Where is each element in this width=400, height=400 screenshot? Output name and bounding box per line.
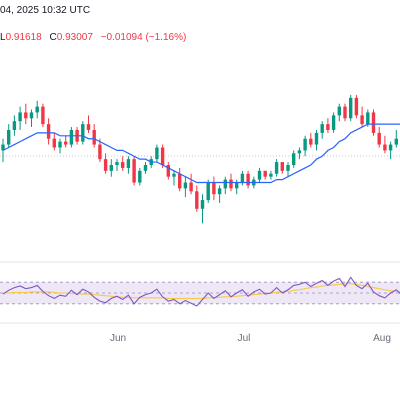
- low-value: 0.91618: [5, 32, 42, 43]
- candle-body: [286, 165, 290, 171]
- candle-body: [371, 112, 376, 133]
- candle-body: [257, 170, 262, 180]
- candle-body: [189, 182, 193, 192]
- candle-body: [377, 132, 381, 145]
- candle-body: [206, 182, 210, 201]
- candle-body: [52, 138, 56, 148]
- candle-body: [331, 115, 336, 130]
- x-axis-label: Jul: [238, 333, 251, 344]
- candle-body: [320, 124, 324, 133]
- candle-body: [69, 129, 74, 145]
- candle-body: [81, 124, 85, 142]
- candle-body: [297, 150, 302, 154]
- candle-body: [229, 179, 233, 189]
- change-value: −0.01094 (−1.16%): [100, 32, 187, 43]
- candle-body: [383, 144, 387, 151]
- candle-body: [41, 106, 45, 125]
- candle-body: [212, 182, 216, 195]
- candle-body: [217, 188, 222, 195]
- time-axis: Jun Jul Aug: [110, 333, 391, 344]
- candle-body: [64, 141, 68, 145]
- candle-body: [126, 159, 131, 168]
- candle-body: [98, 144, 102, 160]
- candle-body: [280, 162, 284, 171]
- candle-body: [354, 97, 359, 116]
- ohlc-legend: L0.91618 C0.93007 −0.01094 (−1.16%): [0, 32, 191, 43]
- candle-body: [223, 179, 227, 189]
- price-panel: [1, 94, 400, 224]
- candle-body: [309, 138, 313, 145]
- candle-body: [178, 173, 182, 189]
- candle-body: [109, 165, 113, 171]
- candle-body: [166, 165, 170, 177]
- candle-body: [195, 191, 199, 209]
- candle-body: [7, 129, 11, 145]
- candle-body: [86, 124, 91, 130]
- candle-body: [292, 153, 296, 165]
- candle-body: [58, 141, 62, 148]
- candle-body: [35, 106, 39, 113]
- candle-body: [160, 147, 165, 165]
- candle-body: [183, 182, 188, 189]
- candle-body: [366, 112, 370, 125]
- rsi-moving-average-line: [3, 283, 400, 299]
- candle-body: [343, 106, 347, 119]
- candle-body: [349, 97, 353, 119]
- datetime-header: 04, 2025 10:32 UTC: [0, 5, 91, 16]
- candle-body: [155, 147, 159, 160]
- candle-body: [18, 112, 22, 122]
- rsi-panel: [0, 276, 400, 307]
- x-axis-label: Jun: [110, 333, 126, 344]
- moving-average-line: [2, 123, 400, 184]
- candle-body: [388, 144, 393, 151]
- candle-body: [263, 170, 267, 177]
- candle-body: [246, 173, 250, 186]
- candle-body: [132, 159, 136, 183]
- candle-body: [103, 159, 108, 171]
- candle-body: [235, 182, 239, 189]
- close-label: C: [49, 32, 57, 43]
- close-value: 0.93007: [56, 32, 93, 43]
- candle-body: [269, 173, 273, 177]
- candle-body: [115, 162, 119, 165]
- candle-body: [138, 170, 142, 183]
- candle-body: [172, 173, 176, 177]
- candle-body: [200, 200, 205, 209]
- candle-body: [303, 138, 307, 151]
- candle-body: [29, 112, 34, 119]
- x-axis-label: Aug: [373, 333, 391, 344]
- candle-body: [143, 165, 148, 171]
- candle-body: [46, 124, 51, 139]
- candle-body: [337, 106, 341, 116]
- candle-body: [92, 129, 96, 145]
- candle-body: [1, 144, 5, 151]
- candle-body: [274, 162, 279, 174]
- candle-body: [360, 115, 364, 125]
- candle-body: [121, 162, 125, 168]
- candle-body: [240, 173, 245, 183]
- low-label: L: [0, 32, 6, 43]
- candle-body: [326, 124, 330, 130]
- candle-body: [24, 112, 28, 119]
- candle-body: [12, 121, 17, 130]
- candle-body: [394, 138, 398, 145]
- candle-body: [314, 132, 319, 145]
- rsi-line: [2, 276, 400, 307]
